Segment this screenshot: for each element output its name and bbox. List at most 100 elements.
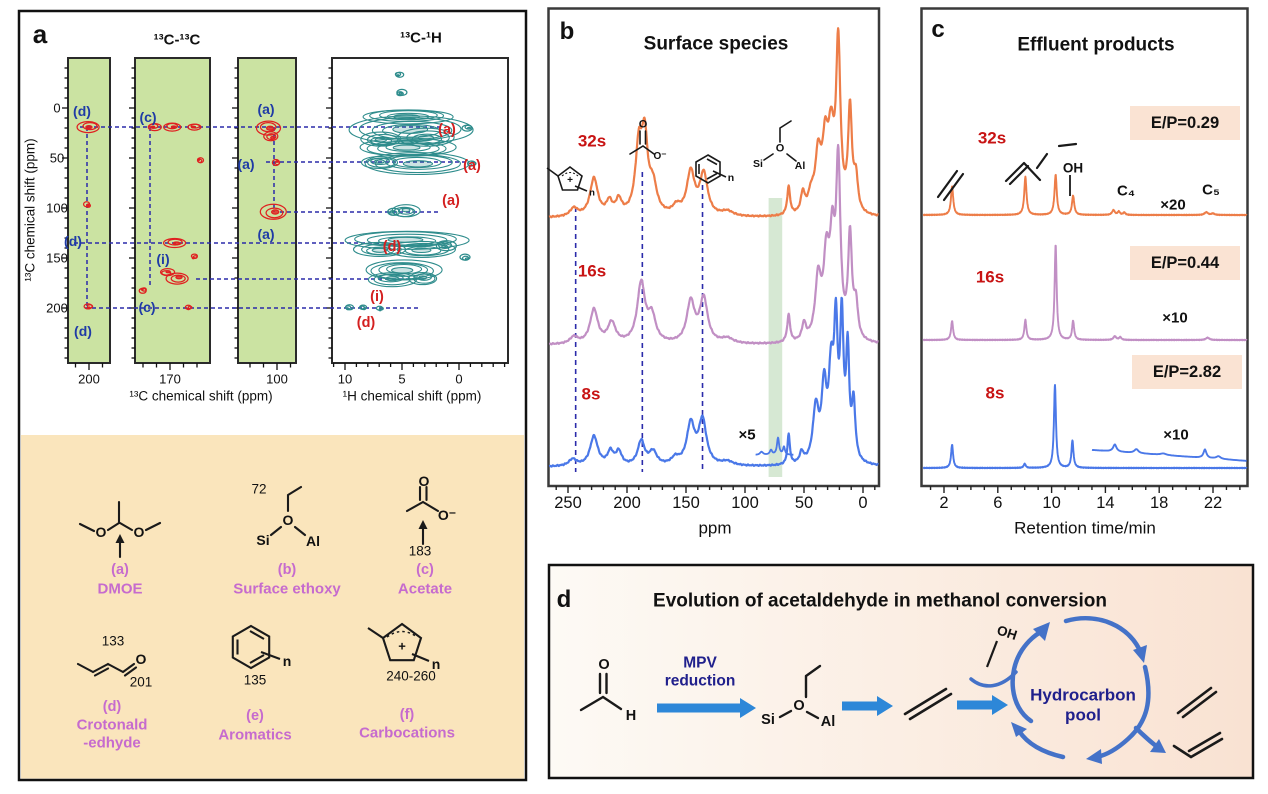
peak-label-a: (a)	[237, 156, 255, 172]
peak-label-a: (a)	[257, 101, 275, 117]
atom-O: O	[775, 142, 785, 155]
time-label-32s: 32s	[577, 131, 607, 151]
panel-a-xh-tick: 5	[398, 371, 406, 387]
hydrocarbon-pool-cycle	[969, 616, 1166, 764]
arrow-up-icon	[418, 520, 428, 529]
atom-O-minus: O⁻	[653, 151, 667, 162]
structure-dmoe	[78, 500, 162, 559]
panel-a-legend-bg	[21, 435, 524, 779]
reaction-arrow-icon	[842, 696, 893, 716]
atom-O: O	[135, 651, 147, 667]
peak-label-c: (c)	[139, 109, 157, 125]
atom-Al: Al	[306, 533, 320, 549]
legend-key-a: (a)	[111, 561, 129, 578]
atom-O: O	[133, 524, 145, 540]
panel-a-y-tick: 100	[46, 200, 68, 216]
legend-key-d: (d)	[102, 698, 122, 715]
panel-a-title-ch: ¹³C-¹H	[400, 29, 442, 47]
atom-O-minus: O⁻	[437, 507, 457, 523]
time-label-32s: 32s	[977, 128, 1007, 148]
cycle-arrowhead-icon	[1033, 622, 1050, 641]
mini-structure-carbocation	[546, 166, 588, 192]
panel-d-label: d	[556, 586, 572, 613]
panel-a-title-cc: ¹³C-¹³C	[153, 31, 201, 49]
legend-name-acetate: Acetate	[397, 580, 453, 598]
panel-a-xh-tick: 10	[337, 371, 353, 387]
panel-c-x-tick: 18	[1150, 493, 1169, 512]
atom-Si: Si	[753, 157, 763, 170]
panel-a-xc-tick: 100	[266, 371, 288, 387]
structure-ethylene-out	[1176, 686, 1218, 719]
arrow-up-icon	[115, 534, 125, 543]
legend-name-carbocations: Carbocations	[359, 724, 455, 742]
scale-note-x20: ×20	[1160, 196, 1186, 214]
panel-a-x-axis-h-label: ¹H chemical shift (ppm)	[342, 388, 482, 404]
atom-n: n	[727, 171, 735, 184]
peak-label-d: (d)	[74, 323, 92, 339]
structure-ethylene-mid	[903, 687, 953, 721]
panel-d-title: Evolution of acetaldehyde in methanol co…	[653, 590, 1107, 612]
panel-b-x-tick: 200	[613, 493, 641, 512]
atom-O: O	[418, 473, 430, 489]
structure-crotonaldehyde	[76, 662, 138, 677]
species-propylene	[1004, 161, 1042, 186]
shift-135: 135	[243, 672, 267, 688]
mini-structure-benzene	[695, 154, 727, 184]
structure-ethoxy-d	[778, 664, 822, 720]
peak-label-a: (a)	[442, 192, 460, 209]
cycle-arrowhead-icon	[1086, 749, 1102, 764]
structure-carbocation	[367, 622, 430, 662]
panel-c-x-tick: 2	[939, 493, 949, 512]
methanol-oh-label: OH	[1062, 160, 1084, 176]
peak-label-d: (d)	[64, 233, 82, 249]
panel-b-label: b	[559, 18, 575, 45]
legend-name-crotonaldehyde-1: Crotonald	[76, 716, 148, 734]
atom-n: n	[282, 653, 292, 669]
structure-acetaldehyde	[579, 672, 623, 712]
species-c4-label: C₄	[1117, 182, 1135, 200]
atom-plus: +	[567, 175, 573, 186]
ep-ratio-badge: E/P=2.82	[1132, 355, 1242, 389]
panel-c-x-axis-label: Retention time/min	[1014, 518, 1156, 538]
peak-label-d: (d)	[73, 103, 91, 119]
reduction-label: reduction	[664, 672, 736, 690]
atom-n: n	[431, 656, 441, 672]
ep-ratio-badge: E/P=0.44	[1130, 246, 1240, 280]
shift-240-260: 240-260	[386, 668, 436, 684]
time-label-8s: 8s	[985, 383, 1005, 403]
time-label-8s: 8s	[581, 384, 601, 404]
panel-c-label: c	[931, 16, 945, 43]
legend-key-e: (e)	[246, 707, 264, 724]
structure-aromatics	[231, 624, 281, 670]
shift-133: 133	[101, 633, 125, 649]
panel-a-xh-tick: 0	[455, 371, 463, 387]
structure-acetate	[405, 485, 440, 546]
nmr-contours	[76, 71, 477, 312]
panel-a-xc-tick: 170	[159, 371, 181, 387]
panel-d-frame	[547, 563, 1255, 780]
legend-key-b: (b)	[277, 561, 297, 578]
mini-structure-acetate	[629, 130, 655, 155]
scale-note-x10: ×10	[1162, 309, 1188, 327]
panel-c-plot	[922, 173, 1248, 493]
legend-key-c: (c)	[416, 561, 434, 578]
panel-b-x-tick: 0	[858, 493, 868, 512]
reaction-arrow-icon	[957, 695, 1008, 715]
shift-201: 201	[129, 674, 153, 690]
panel-b-x-tick: 150	[672, 493, 700, 512]
atom-O: O	[793, 697, 805, 714]
atom-Si: Si	[256, 532, 270, 548]
atom-O: O	[282, 512, 294, 528]
atom-O: O	[598, 656, 610, 673]
panel-b-x-axis-label: ppm	[698, 518, 732, 538]
panel-b-title: Surface species	[643, 33, 789, 55]
peak-label-c: (c)	[138, 299, 156, 315]
structure-surface-ethoxy	[269, 485, 307, 537]
legend-name-crotonaldehyde-2: -edhyde	[83, 734, 141, 752]
peak-label-i: (i)	[156, 251, 170, 267]
peak-label-a: (a)	[438, 121, 456, 138]
legend-name-surface-ethoxy: Surface ethoxy	[233, 580, 341, 598]
species-dme	[1035, 142, 1078, 170]
